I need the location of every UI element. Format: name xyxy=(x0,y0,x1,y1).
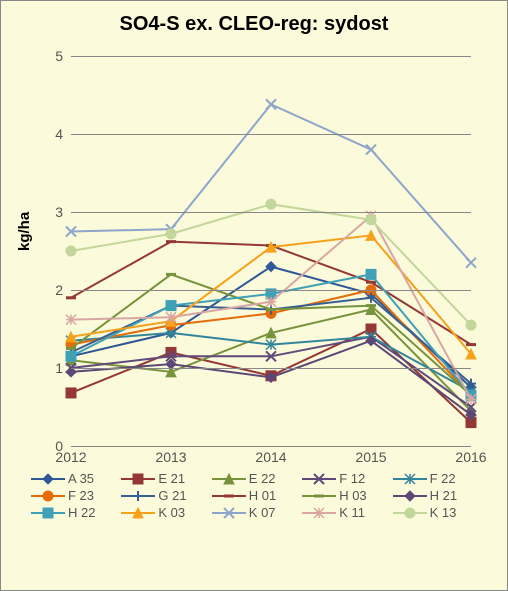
legend-label: H 21 xyxy=(430,488,457,503)
legend-item: F 22 xyxy=(393,471,481,486)
legend-item: K 07 xyxy=(212,505,300,520)
legend-swatch xyxy=(121,472,155,486)
legend-swatch xyxy=(393,506,427,520)
legend-swatch xyxy=(302,506,336,520)
chart-title: SO4-S ex. CLEO-reg: sydost xyxy=(1,1,507,36)
y-tick-label: 3 xyxy=(43,204,63,220)
chart-container: SO4-S ex. CLEO-reg: sydost kg/ha A 35 E … xyxy=(0,0,508,591)
legend-swatch xyxy=(31,489,65,503)
legend-label: H 01 xyxy=(249,488,276,503)
legend-item: F 23 xyxy=(31,488,119,503)
x-tick-label: 2014 xyxy=(255,449,286,465)
legend-swatch xyxy=(212,489,246,503)
gridline xyxy=(71,446,471,447)
legend-item: F 12 xyxy=(302,471,390,486)
x-tick-label: 2015 xyxy=(355,449,386,465)
legend-swatch xyxy=(302,472,336,486)
legend-swatch xyxy=(31,472,65,486)
legend-item: E 21 xyxy=(121,471,209,486)
chart-svg xyxy=(71,56,471,446)
gridline xyxy=(71,134,471,135)
legend-item: K 13 xyxy=(393,505,481,520)
legend-swatch xyxy=(121,506,155,520)
legend-item: E 22 xyxy=(212,471,300,486)
legend-swatch xyxy=(393,489,427,503)
legend-label: G 21 xyxy=(158,488,186,503)
legend-label: F 12 xyxy=(339,471,365,486)
legend-swatch xyxy=(212,506,246,520)
plot-area xyxy=(71,56,471,446)
y-tick-label: 1 xyxy=(43,360,63,376)
legend-swatch xyxy=(31,506,65,520)
y-tick-label: 2 xyxy=(43,282,63,298)
gridline xyxy=(71,56,471,57)
legend-item: H 21 xyxy=(393,488,481,503)
x-tick-label: 2012 xyxy=(55,449,86,465)
legend-swatch xyxy=(393,472,427,486)
legend-swatch xyxy=(121,489,155,503)
legend-item: K 11 xyxy=(302,505,390,520)
legend-label: A 35 xyxy=(68,471,94,486)
y-axis-label: kg/ha xyxy=(16,212,33,251)
legend-label: K 03 xyxy=(158,505,185,520)
x-tick-label: 2016 xyxy=(455,449,486,465)
legend-item: G 21 xyxy=(121,488,209,503)
gridline xyxy=(71,290,471,291)
legend-item: H 01 xyxy=(212,488,300,503)
legend-label: F 22 xyxy=(430,471,456,486)
legend-label: K 07 xyxy=(249,505,276,520)
y-tick-label: 4 xyxy=(43,126,63,142)
legend-label: K 13 xyxy=(430,505,457,520)
legend-item: K 03 xyxy=(121,505,209,520)
legend-item: H 22 xyxy=(31,505,119,520)
legend-label: H 03 xyxy=(339,488,366,503)
series-line xyxy=(71,104,471,262)
legend-swatch xyxy=(302,489,336,503)
legend-item: H 03 xyxy=(302,488,390,503)
legend-item: A 35 xyxy=(31,471,119,486)
gridline xyxy=(71,212,471,213)
legend-label: F 23 xyxy=(68,488,94,503)
legend: A 35 E 21 E 22 F 12 F 22 F 23 G 21 H 01 … xyxy=(31,471,481,520)
x-tick-label: 2013 xyxy=(155,449,186,465)
legend-label: E 22 xyxy=(249,471,276,486)
legend-label: H 22 xyxy=(68,505,95,520)
y-tick-label: 5 xyxy=(43,48,63,64)
legend-label: E 21 xyxy=(158,471,185,486)
gridline xyxy=(71,368,471,369)
legend-label: K 11 xyxy=(339,505,365,520)
legend-swatch xyxy=(212,472,246,486)
